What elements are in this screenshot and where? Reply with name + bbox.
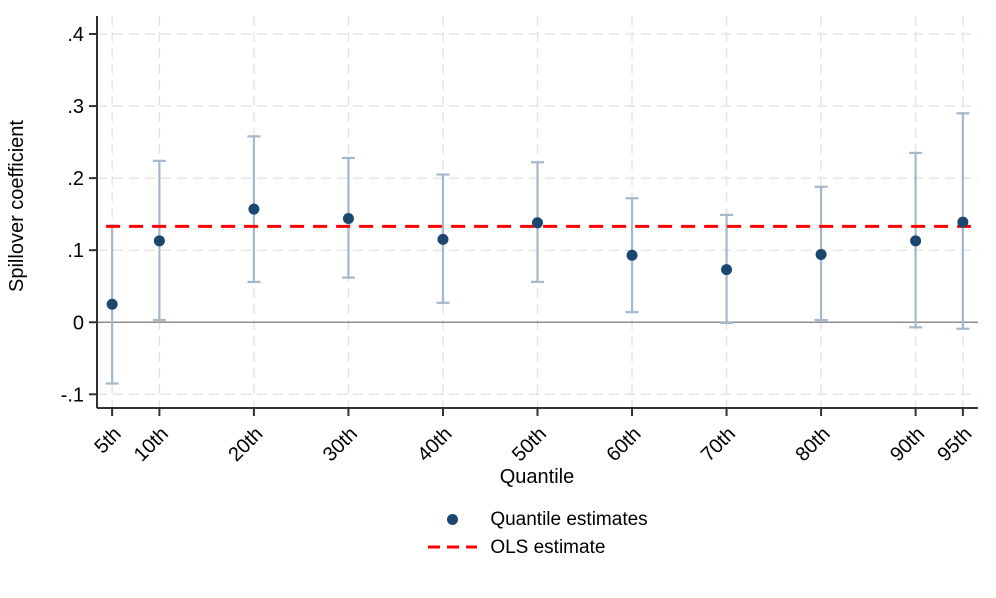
point-90th <box>910 235 922 247</box>
x-tick-label-5th: 5th <box>90 423 125 458</box>
legend-marker-cell <box>427 513 477 525</box>
point-80th <box>815 249 827 261</box>
point-50th <box>532 217 543 229</box>
point-70th <box>721 264 733 276</box>
tick-labels: -.1 0 .1 .2 .3 .4 5th 10th 20th 30th 40th 50th 60th 7… <box>61 24 977 466</box>
legend-label-ols-estimate: OLS estimate <box>490 536 606 558</box>
y-tick-label-.3: .3 <box>67 96 84 118</box>
x-axis-title: Quantile <box>500 466 575 488</box>
point-20th <box>248 203 260 215</box>
legend-inner: Quantile estimates OLS estimate <box>427 505 648 561</box>
y-tick-label-.4: .4 <box>67 24 84 46</box>
legend-row-quantile-estimates: Quantile estimates <box>427 505 648 533</box>
point-95th <box>957 216 969 228</box>
point-60th <box>626 249 638 261</box>
quantile-estimate-points <box>106 203 969 310</box>
legend-label-quantile-estimates: Quantile estimates <box>490 508 648 530</box>
x-tick-label-10th: 10th <box>130 423 173 466</box>
y-tick-label-0: 0 <box>73 312 84 334</box>
x-tick-label-80th: 80th <box>792 423 835 466</box>
axes <box>89 16 978 416</box>
x-tick-label-40th: 40th <box>413 423 456 466</box>
y-axis-title: Spillover coefficient <box>6 120 28 292</box>
x-tick-label-70th: 70th <box>697 423 740 466</box>
legend-marker-cell <box>427 544 478 550</box>
x-tick-label-20th: 20th <box>224 423 267 466</box>
x-tick-label-60th: 60th <box>602 423 645 466</box>
point-5th <box>106 298 118 310</box>
point-10th <box>153 235 165 247</box>
x-tick-label-30th: 30th <box>319 423 362 466</box>
y-tick-label--.1: -.1 <box>61 384 84 406</box>
y-tick-label-.2: .2 <box>67 168 84 190</box>
legend-row-ols-estimate: OLS estimate <box>427 533 647 561</box>
point-40th <box>437 233 449 245</box>
ols-dashed-line-marker-icon <box>428 545 478 549</box>
x-tick-label-50th: 50th <box>508 423 551 466</box>
y-tick-label-.1: .1 <box>67 240 84 262</box>
legend: Quantile estimates OLS estimate <box>97 505 978 561</box>
x-tick-label-95th: 95th <box>933 423 976 466</box>
x-tick-label-90th: 90th <box>886 423 929 466</box>
quantile-dot-marker-icon <box>446 513 458 525</box>
point-30th <box>342 212 354 224</box>
